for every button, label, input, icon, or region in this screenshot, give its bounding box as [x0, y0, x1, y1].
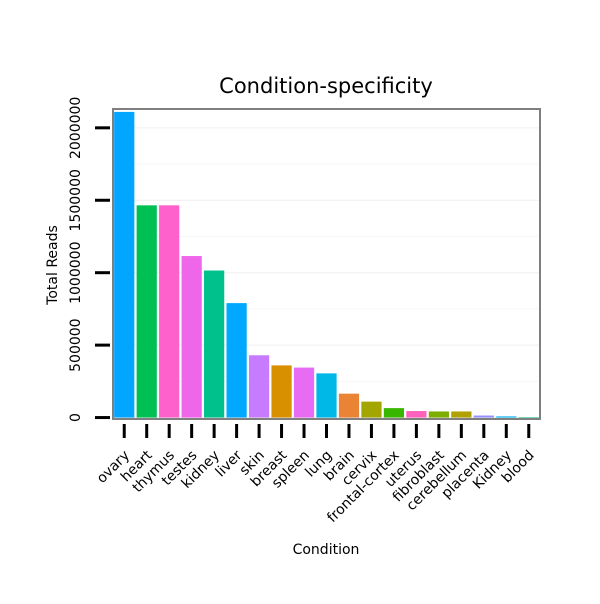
bar-spleen [293, 367, 315, 418]
bar-Kidney [496, 416, 517, 418]
bar-breast [271, 365, 292, 418]
bar-ovary [114, 111, 135, 418]
bar-skin [248, 355, 270, 418]
bar-cervix [361, 401, 382, 418]
y-tick-label: 500000 [68, 318, 84, 371]
x-axis-title: Condition [293, 542, 360, 558]
bar-thymus [159, 205, 180, 418]
y-tick-label: 0 [68, 413, 84, 422]
y-tick-label: 2000000 [68, 97, 84, 159]
bar-brain [338, 393, 360, 418]
bar-cerebellum [451, 411, 472, 418]
y-axis-title: Total Reads [45, 225, 61, 306]
plot-frame [112, 108, 541, 420]
bar-lung [316, 373, 337, 418]
bar-blood [518, 417, 539, 418]
bar-frontal-cortex [383, 408, 405, 418]
bar-placenta [473, 415, 494, 418]
bar-layer [114, 111, 539, 418]
chart-title: Condition-specificity [219, 74, 433, 98]
bar-liver [226, 303, 247, 418]
y-tick-label: 1500000 [68, 169, 84, 231]
bar-fibroblast [428, 411, 449, 418]
bar-kidney [204, 270, 225, 418]
bar-heart [136, 205, 157, 418]
y-tick-label: 1000000 [68, 242, 84, 304]
bar-uterus [406, 411, 427, 418]
bar-testes [181, 256, 202, 418]
